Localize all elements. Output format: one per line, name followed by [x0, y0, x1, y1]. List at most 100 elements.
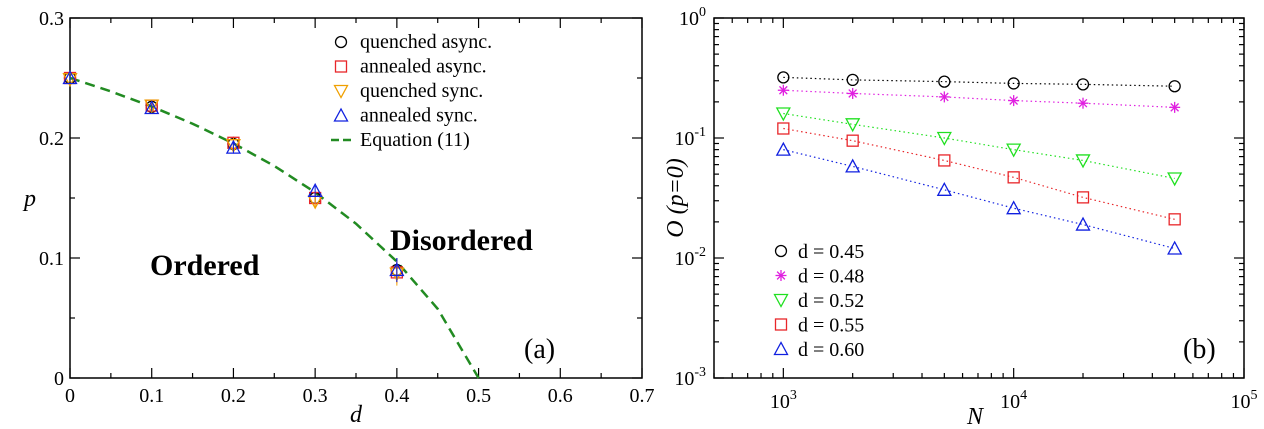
data-point-triangle-up [1006, 200, 1022, 215]
data-point-square [846, 134, 859, 147]
data-point-star [847, 87, 859, 99]
panel-b-y-ticks: 10-3 10-2 10-1 100 [674, 5, 1244, 390]
x-tick-label: 0.6 [548, 385, 573, 407]
data-point-triangle-down [1075, 154, 1091, 169]
panel-b-label: (b) [1183, 334, 1216, 365]
legend-symbol-triangle-up [773, 341, 789, 356]
data-point-star-stroke [778, 85, 788, 95]
data-point-square [1007, 171, 1020, 184]
data-point-triangle-up [845, 158, 861, 173]
data-point-triangle-down [1167, 172, 1183, 187]
legend-label: d = 0.45 [798, 241, 864, 263]
data-point-circle [938, 75, 951, 88]
series-line [783, 89, 1175, 108]
panel-a-label: (a) [524, 334, 555, 365]
data-point-triangle-down [144, 99, 160, 114]
data-point-star-stroke [848, 89, 858, 98]
legend-symbol-triangle-down [773, 293, 789, 308]
legend-label: Equation (11) [360, 129, 470, 151]
y-tick-label: 0.2 [39, 128, 64, 150]
data-point-star-stroke [1009, 96, 1019, 105]
region-label-ordered: Ordered [150, 249, 260, 282]
data-point-triangle-down [845, 118, 861, 133]
data-point-triangle-down [1006, 143, 1022, 158]
legend-symbol-circle [334, 35, 348, 49]
data-point-triangle-up [225, 139, 242, 154]
legend-label: d = 0.60 [798, 339, 864, 361]
data-point-square [1168, 213, 1181, 226]
x-tick-label: 0.2 [221, 385, 246, 407]
series-line [783, 149, 1175, 250]
legend-label: quenched async. [360, 31, 492, 53]
panel-b-legend: d = 0.45 d = 0.48d = 0.52 d = 0.55d = 0.60 [773, 241, 864, 361]
data-point-triangle-up [389, 262, 405, 277]
data-point-star [777, 84, 789, 96]
x-tick-label: 0.7 [630, 385, 655, 407]
data-point-triangle-up [775, 141, 791, 156]
y-tick-label: 0.1 [39, 248, 64, 270]
legend-symbol-square [774, 318, 788, 331]
data-point-star [1077, 97, 1089, 109]
legend-symbol-circle [774, 244, 788, 258]
legend-symbol-triangle-up [333, 107, 349, 122]
data-point-triangle-up [307, 182, 323, 197]
data-point-star-stroke [939, 92, 949, 102]
x-tick-label: 0.4 [384, 385, 409, 407]
data-point-circle [777, 71, 790, 84]
data-point-triangle-down [936, 131, 952, 146]
data-point-triangle-up [1075, 216, 1091, 231]
legend-label: d = 0.48 [798, 266, 864, 288]
data-point-triangle-up [1167, 240, 1183, 255]
x-tick-label: 0.3 [303, 385, 328, 407]
data-point-triangle-down [775, 107, 791, 122]
legend-symbol-star [775, 270, 787, 281]
panel-b-scaling-plot: 103 104 105 10-3 10-2 10-1 100 N O (p=0) d = … [663, 5, 1258, 429]
data-point-star [1169, 101, 1181, 113]
data-point-star-stroke [1078, 98, 1088, 108]
data-point-triangle-up [62, 70, 78, 85]
y-tick-label: 0.3 [39, 8, 64, 30]
data-point-square [1076, 191, 1090, 204]
panel-b-x-label: N [966, 404, 985, 429]
panel-b-x-ticks: 103 104 105 [713, 18, 1258, 413]
panel-b-series-lines [783, 76, 1175, 250]
y-tick-label: 10-3 [674, 365, 706, 390]
data-point-triangle-up [144, 100, 160, 115]
x-tick-label: 0 [65, 385, 75, 407]
series-line [783, 127, 1175, 220]
series-line [783, 76, 1175, 87]
data-point-star [1008, 95, 1020, 107]
legend-label: d = 0.52 [798, 290, 864, 312]
data-point-square [777, 122, 790, 135]
panel-a-x-ticks: 0 0.1 0.2 0.3 0.4 0.5 0.6 0.7 [65, 18, 655, 407]
data-point-triangle-down [62, 73, 78, 88]
legend-label: annealed async. [360, 56, 487, 78]
data-point-star-stroke [1170, 103, 1180, 112]
y-tick-label: 100 [679, 5, 706, 30]
data-point-star [938, 91, 950, 103]
data-point-circle [1168, 80, 1181, 93]
data-point-circle [846, 73, 859, 87]
y-tick-label: 10-1 [674, 125, 706, 150]
data-point-circle [1007, 77, 1020, 90]
panel-a-equation-curve [69, 76, 480, 379]
x-tick-label: 104 [1000, 388, 1027, 413]
panel-a-x-label: d [350, 402, 363, 428]
x-tick-label: 0.1 [139, 385, 164, 407]
y-tick-label: 0 [54, 368, 64, 390]
legend-symbol-triangle-down [333, 84, 349, 99]
legend-symbol-star-stroke [776, 271, 786, 280]
series-line [783, 112, 1175, 180]
panel-a-markers [62, 70, 405, 286]
panel-a-frame [69, 17, 643, 379]
data-point-triangle-up [936, 181, 952, 196]
data-point-circle [1076, 78, 1090, 91]
panel-a-phase-diagram: 0 0.1 0.2 0.3 0.4 0.5 0.6 0.7 0 0.1 0.2 0.3 d p qu… [22, 8, 655, 428]
legend-label: d = 0.55 [798, 315, 864, 337]
x-tick-label: 0.5 [466, 385, 491, 407]
panel-b-frame [713, 17, 1245, 379]
region-label-disordered: Disordered [390, 224, 533, 257]
legend-symbol-square [334, 60, 348, 73]
panel-b-markers [775, 71, 1183, 255]
